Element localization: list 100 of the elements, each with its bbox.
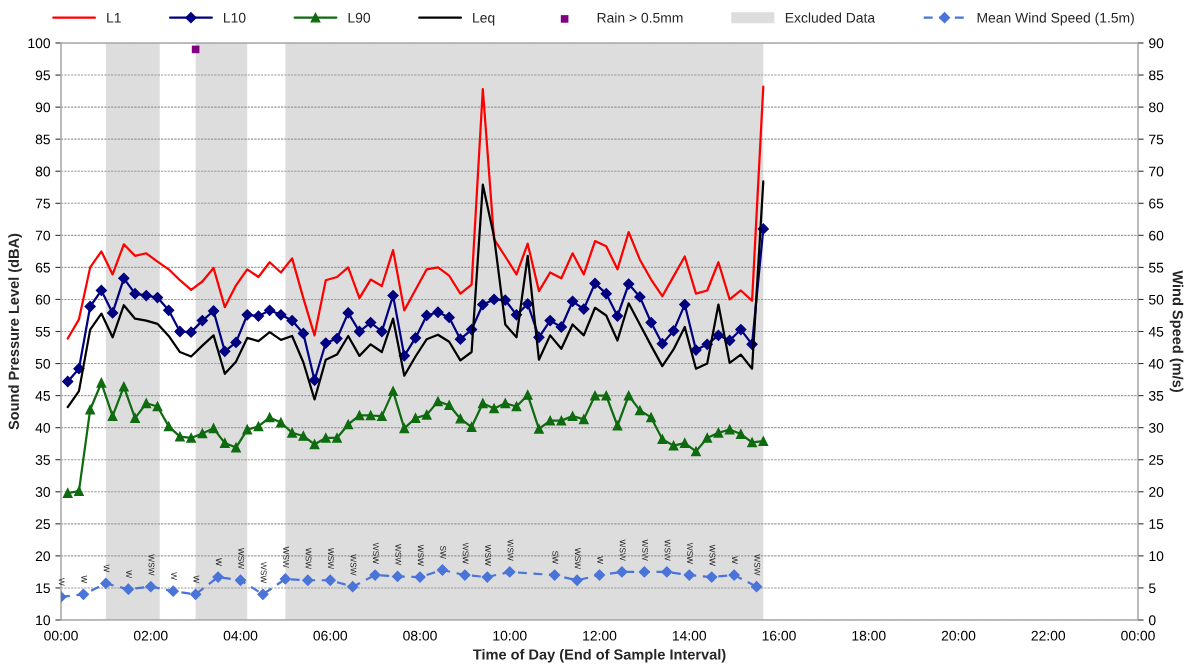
y-tick-label: 75 (35, 198, 50, 209)
data-label: WSW (350, 554, 357, 576)
legend-label: L10 (224, 12, 246, 23)
data-label: W (597, 556, 604, 564)
y-tick-label: 45 (35, 391, 50, 401)
y-tick-label: 70 (35, 230, 51, 241)
data-label: WSW (148, 554, 155, 576)
x-tick-label: 00:00 (1121, 630, 1155, 641)
legend-label: Mean Wind Speed (1.5m) (977, 12, 1134, 26)
point (593, 569, 606, 581)
point (750, 581, 763, 593)
point (122, 583, 134, 595)
point (145, 581, 157, 593)
y2-tick-label: 25 (1149, 455, 1164, 465)
data-label: WSW (305, 547, 312, 570)
x-tick-label: 20:00 (941, 630, 976, 641)
y-tick-label: 90 (35, 102, 51, 113)
point (549, 569, 561, 581)
y2-tick-label: 55 (1148, 262, 1164, 273)
x-tick-label: 14:00 (672, 630, 707, 641)
data-label: WSW (709, 544, 716, 566)
data-label: WSW (754, 554, 761, 576)
y-tick-label: 95 (35, 70, 50, 81)
x-tick-label: 18:00 (852, 630, 886, 641)
point (504, 566, 516, 578)
y2-tick-label: 15 (1149, 519, 1164, 529)
legend-label: Leq (473, 13, 495, 26)
point (661, 566, 673, 578)
y-axis-title: Sound Pressure Level (dBA) (8, 233, 22, 430)
y-tick-label: 85 (35, 134, 50, 145)
point (302, 574, 314, 586)
y-tick-label: 100 (28, 38, 51, 49)
data-label: WSW (507, 539, 514, 561)
y-tick-label: 15 (36, 583, 50, 594)
y2-tick-label: 50 (1148, 294, 1164, 305)
data-label: WSW (664, 539, 671, 561)
y2-tick-label: 85 (1149, 70, 1164, 81)
point (167, 585, 179, 597)
point (616, 566, 628, 578)
data-label: W (171, 572, 177, 581)
x-tick-label: 02:00 (133, 630, 168, 641)
y2-tick-label: 70 (1149, 166, 1164, 177)
point (391, 570, 404, 583)
data-label: W (58, 577, 65, 586)
data-label: WSW (283, 546, 290, 568)
point (77, 588, 90, 600)
line-series (66, 180, 765, 409)
y-tick-label: 65 (35, 262, 50, 273)
y2-tick-label: 75 (1149, 134, 1164, 145)
data-label: W (126, 570, 132, 579)
data-label: WSW (238, 547, 245, 570)
x-tick-label: 12:00 (583, 630, 617, 641)
data-label: WSW (328, 547, 334, 570)
data-label: SW (440, 545, 447, 559)
point (257, 588, 269, 600)
y2-tick-label: 20 (1149, 487, 1164, 497)
point (638, 566, 650, 578)
point (279, 573, 291, 585)
legend-label: L90 (348, 12, 371, 23)
y2-tick-label: 5 (1148, 583, 1156, 594)
data-label: W (215, 558, 222, 566)
point (369, 569, 381, 581)
data-label: WSW (574, 547, 581, 570)
data-label: W (731, 556, 738, 564)
x-axis-title: Time of Day (End of Sample Interval) (472, 648, 726, 663)
point (683, 569, 695, 581)
legend-label: Excluded Data (785, 12, 876, 23)
y2-tick-label: 40 (1148, 358, 1164, 369)
legend-label: L1 (107, 13, 121, 23)
y2-axis-title: Wind Speed (m/s) (1169, 270, 1184, 392)
point (728, 569, 740, 581)
x-tick-label: 10:00 (493, 630, 527, 641)
data-label: SW (552, 550, 559, 564)
y2-tick-label: 45 (1148, 326, 1164, 337)
y2-tick-label: 0 (1148, 615, 1156, 626)
y-tick-label: 10 (36, 615, 51, 626)
x-tick-label: 08:00 (403, 630, 437, 641)
point (481, 571, 493, 583)
data-label: WSW (462, 542, 469, 564)
x-tick-label: 04:00 (223, 630, 258, 641)
data-label: WSW (642, 539, 649, 561)
data-label: WSW (687, 542, 693, 564)
y2-tick-label: 60 (1149, 230, 1164, 241)
y2-tick-label: 35 (1148, 390, 1164, 401)
data-label: W (81, 575, 88, 584)
x-tick-label: 16:00 (762, 630, 796, 641)
data-label: WSW (372, 542, 379, 564)
y-tick-label: 30 (35, 487, 51, 497)
point (100, 577, 112, 590)
data-label: W (103, 564, 110, 573)
x-tick-label: 00:00 (44, 630, 78, 641)
y-tick-label: 25 (35, 519, 50, 529)
point (706, 571, 718, 583)
point (436, 564, 449, 576)
y2-tick-label: 80 (1149, 102, 1164, 113)
y2-tick-label: 10 (1149, 551, 1164, 562)
point (459, 569, 471, 581)
point (190, 588, 202, 600)
data-label: WSW (260, 561, 267, 584)
point (571, 574, 583, 586)
